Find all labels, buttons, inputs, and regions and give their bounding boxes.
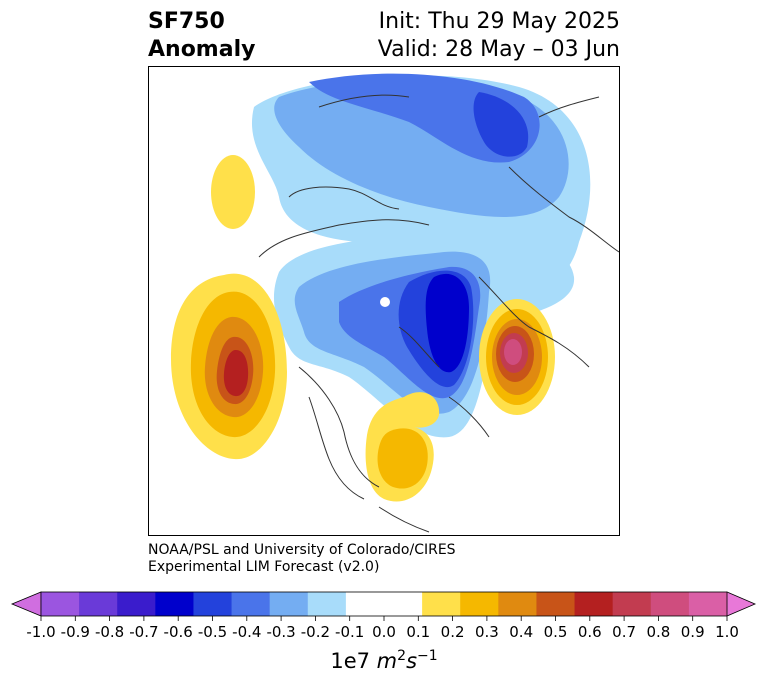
unit-m: m [376,649,398,673]
colorbar-bin [269,592,309,616]
colorbar-tick-label: -1.0 [26,623,55,641]
unit-s-exponent: −1 [417,648,438,664]
coastlines [258,94,619,533]
colorbar-bin [612,592,652,616]
colorbar-bin [650,592,690,616]
colorbar-bin [117,592,156,616]
colorbar-tick-label: 0.6 [578,623,602,641]
unit-m-exponent: 2 [397,648,407,664]
colorbar-tick-label: 0.4 [509,623,533,641]
colorbar-bin [307,592,347,616]
colorbar: -1.0 -0.9 -0.8 -0.7 -0.6 -0.5 -0.4 -0.3 -0.2 -0.1… [10,591,757,641]
colorbar-bin [41,592,80,616]
map-title: SF750 Anomaly [148,8,255,64]
negative-anomaly-canada [273,231,575,438]
forecast-dates: Init: Thu 29 May 2025 Valid: 28 May – 03… [378,8,620,64]
colorbar-bin [231,592,271,616]
init-date: Init: Thu 29 May 2025 [378,9,620,34]
anomaly-map [148,66,620,536]
positive-anomaly-europe [479,299,555,415]
colorbar-tick-label: 0.5 [544,623,568,641]
unit-s: s [406,649,418,673]
colorbar-bin [384,592,423,616]
colorbar-bin [498,592,537,616]
colorbar-tick-label: -0.2 [301,623,330,641]
colorbar-bin [345,592,385,616]
colorbar-unit: 1e7 m2s−1 [0,648,768,673]
colorbar-bin [460,592,499,616]
negative-anomaly-arctic [251,73,591,284]
credit-line-1: NOAA/PSL and University of Colorado/CIRE… [148,542,456,558]
colorbar-tick-label: 0.3 [475,623,499,641]
colorbar-bin [79,592,118,616]
colorbar-tick-label: -0.8 [95,623,124,641]
colorbar-extend-low [10,591,42,617]
valid-range: Valid: 28 May – 03 Jun [377,37,620,62]
map-title-type: Anomaly [148,37,256,62]
colorbar-tick-label: 0.9 [681,623,705,641]
colorbar-tick-label: 0.8 [646,623,670,641]
positive-anomaly-pacific [171,155,287,460]
map-title-variable: SF750 [148,9,225,34]
map-canvas [171,73,619,533]
colorbar-tick-label: 0.7 [612,623,636,641]
colorbar-tick-label: 0.0 [372,623,396,641]
colorbar-tick-label: -0.6 [164,623,193,641]
colorbar-bin [155,592,194,616]
colorbar-tick-label: -0.4 [232,623,261,641]
credit-line-2: Experimental LIM Forecast (v2.0) [148,559,380,575]
colorbar-tick-label: 0.1 [406,623,430,641]
colorbar-bin [422,592,461,616]
colorbar-tick-label: -0.1 [335,623,364,641]
colorbar-bin [688,592,728,616]
colorbar-bin [536,592,576,616]
colorbar-extend-high [726,591,757,617]
colorbar-tick-label: 0.2 [441,623,465,641]
colorbar-tick-label: -0.7 [129,623,158,641]
colorbar-tick-label: 1.0 [715,623,739,641]
unit-scale: 1e7 [330,649,377,673]
colorbar-tick-label: -0.3 [266,623,295,641]
colorbar-tick-label: -0.9 [61,623,90,641]
colorbar-tick-label: -0.5 [198,623,227,641]
positive-anomaly-asia [365,392,440,502]
colorbar-bin [574,592,614,616]
credit: NOAA/PSL and University of Colorado/CIRE… [148,542,456,576]
colorbar-bin [193,592,233,616]
